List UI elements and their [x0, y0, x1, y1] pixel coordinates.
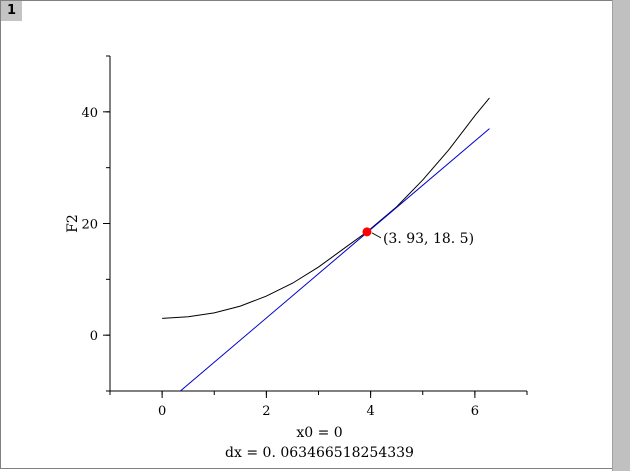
function-curve: [162, 97, 490, 319]
highlight-point: [362, 227, 372, 237]
x-tick-label-6: 6: [471, 404, 479, 419]
vertical-scrollbar[interactable]: [612, 0, 630, 471]
caption-x0: x0 = 0: [296, 425, 342, 441]
x-tick-label-4: 4: [366, 404, 374, 419]
y-tick-label-20: 20: [81, 218, 98, 233]
y-axis-label: F2: [65, 214, 81, 233]
region-number-badge: 1: [1, 1, 22, 21]
minor-ticks: [106, 55, 528, 395]
plot-canvas: 0 2 4 6 0 20 40 F2 (3. 93, 18. 5) x0 = 0…: [65, 55, 528, 461]
x-tick-label-0: 0: [158, 404, 166, 419]
caption-dx: dx = 0. 063466518254339: [225, 445, 414, 461]
major-ticks: [103, 111, 476, 398]
axes: [103, 55, 528, 398]
tangent-line: [180, 128, 490, 392]
y-tick-label-40: 40: [81, 106, 98, 121]
point-label: (3. 93, 18. 5): [383, 231, 474, 247]
y-tick-label-0: 0: [90, 329, 98, 344]
point-label-leader: [371, 232, 382, 239]
x-tick-label-2: 2: [262, 404, 270, 419]
